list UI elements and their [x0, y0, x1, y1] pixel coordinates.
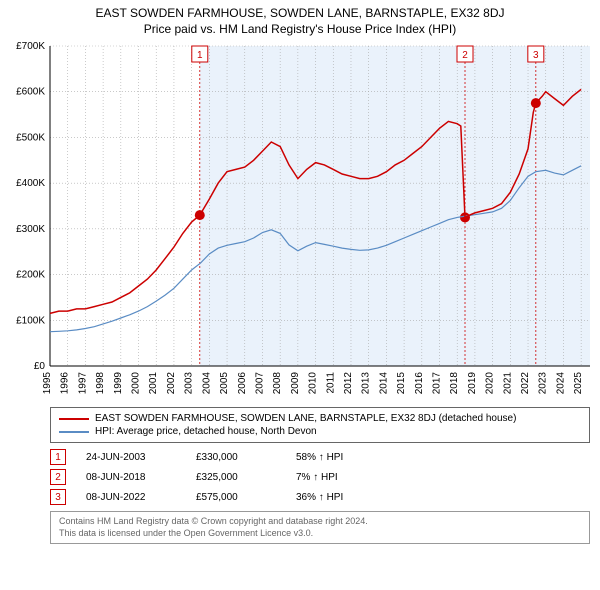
svg-text:2016: 2016 [414, 372, 425, 395]
chart-area: £0 £100K £200K £300K £400K £500K £600K £700K 199… [0, 36, 600, 401]
event-row-3: 3 08-JUN-2022 £575,000 36% ↑ HPI [50, 487, 590, 507]
svg-text:1996: 1996 [60, 372, 71, 395]
event-date-1: 24-JUN-2003 [86, 452, 176, 463]
svg-text:2012: 2012 [343, 372, 354, 395]
svg-text:£100K: £100K [16, 315, 45, 326]
svg-text:£0: £0 [34, 361, 46, 372]
svg-text:2017: 2017 [432, 372, 443, 395]
svg-text:2004: 2004 [201, 372, 212, 395]
svg-text:2020: 2020 [485, 372, 496, 395]
svg-text:£700K: £700K [16, 41, 45, 52]
chart-titles: EAST SOWDEN FARMHOUSE, SOWDEN LANE, BARN… [0, 0, 600, 36]
svg-text:1999: 1999 [113, 372, 124, 395]
svg-text:2005: 2005 [219, 372, 230, 395]
svg-text:2011: 2011 [325, 372, 336, 394]
footer-attribution: Contains HM Land Registry data © Crown c… [50, 511, 590, 544]
svg-text:£500K: £500K [16, 132, 45, 143]
svg-text:£600K: £600K [16, 87, 45, 98]
svg-text:2024: 2024 [555, 372, 566, 395]
svg-text:2: 2 [462, 50, 468, 61]
svg-text:2000: 2000 [131, 372, 142, 395]
footer-line2: This data is licensed under the Open Gov… [59, 528, 581, 540]
chart-svg: £0 £100K £200K £300K £400K £500K £600K £700K 199… [0, 36, 600, 396]
svg-text:2009: 2009 [290, 372, 301, 395]
svg-text:2003: 2003 [184, 372, 195, 395]
event-price-2: £325,000 [196, 472, 276, 483]
svg-text:1998: 1998 [95, 372, 106, 395]
event-marker-3: 3 [50, 489, 66, 505]
event-hpi-2: 7% ↑ HPI [296, 472, 396, 483]
svg-text:2001: 2001 [148, 372, 159, 395]
event-price-1: £330,000 [196, 452, 276, 463]
svg-text:2006: 2006 [237, 372, 248, 395]
legend-item-property: EAST SOWDEN FARMHOUSE, SOWDEN LANE, BARN… [59, 412, 581, 425]
legend-label-hpi: HPI: Average price, detached house, Nort… [95, 426, 317, 437]
svg-text:2010: 2010 [308, 372, 319, 395]
legend-swatch-property [59, 418, 89, 420]
svg-text:2019: 2019 [467, 372, 478, 395]
title-address: EAST SOWDEN FARMHOUSE, SOWDEN LANE, BARN… [0, 6, 600, 20]
event-hpi-3: 36% ↑ HPI [296, 492, 396, 503]
svg-text:2022: 2022 [520, 372, 531, 395]
event-row-1: 1 24-JUN-2003 £330,000 58% ↑ HPI [50, 447, 590, 467]
svg-text:1995: 1995 [42, 372, 53, 395]
svg-text:1: 1 [197, 50, 203, 61]
legend: EAST SOWDEN FARMHOUSE, SOWDEN LANE, BARN… [50, 407, 590, 443]
svg-text:2007: 2007 [254, 372, 265, 395]
svg-text:2014: 2014 [378, 372, 389, 395]
svg-text:2021: 2021 [502, 372, 513, 395]
svg-text:2018: 2018 [449, 372, 460, 395]
svg-text:2025: 2025 [573, 372, 584, 395]
svg-text:2002: 2002 [166, 372, 177, 395]
svg-text:1997: 1997 [77, 372, 88, 395]
legend-label-property: EAST SOWDEN FARMHOUSE, SOWDEN LANE, BARN… [95, 413, 516, 424]
event-date-3: 08-JUN-2022 [86, 492, 176, 503]
svg-text:2013: 2013 [361, 372, 372, 395]
event-row-2: 2 08-JUN-2018 £325,000 7% ↑ HPI [50, 467, 590, 487]
event-marker-1: 1 [50, 449, 66, 465]
event-price-3: £575,000 [196, 492, 276, 503]
event-marker-2: 2 [50, 469, 66, 485]
svg-text:2023: 2023 [538, 372, 549, 395]
svg-text:2015: 2015 [396, 372, 407, 395]
event-date-2: 08-JUN-2018 [86, 472, 176, 483]
svg-text:2008: 2008 [272, 372, 283, 395]
title-subtitle: Price paid vs. HM Land Registry's House … [0, 22, 600, 36]
footer-line1: Contains HM Land Registry data © Crown c… [59, 516, 581, 528]
svg-text:3: 3 [533, 50, 539, 61]
events-table: 1 24-JUN-2003 £330,000 58% ↑ HPI 2 08-JU… [50, 447, 590, 507]
svg-text:£300K: £300K [16, 224, 45, 235]
legend-item-hpi: HPI: Average price, detached house, Nort… [59, 425, 581, 438]
svg-text:£400K: £400K [16, 178, 45, 189]
legend-swatch-hpi [59, 431, 89, 433]
svg-text:£200K: £200K [16, 270, 45, 281]
event-hpi-1: 58% ↑ HPI [296, 452, 396, 463]
